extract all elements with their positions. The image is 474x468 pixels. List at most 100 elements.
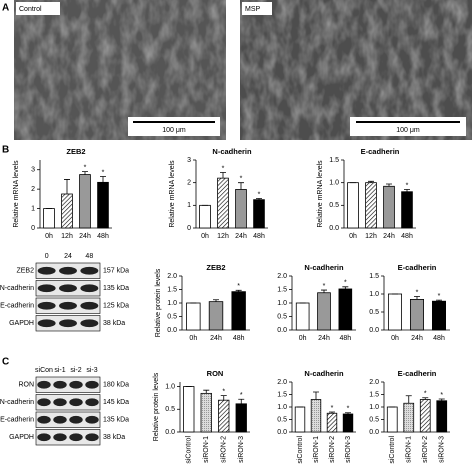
label-box <box>242 2 272 15</box>
blot-band <box>59 301 77 310</box>
blot-size-label: 38 kDa <box>103 434 125 441</box>
micrograph-texture <box>14 0 226 140</box>
significance: * <box>344 280 347 287</box>
y-tick-label: 1.5 <box>369 391 379 398</box>
significance: * <box>222 165 225 172</box>
y-tick-label: 0.0 <box>369 327 379 334</box>
blot-band <box>69 380 83 389</box>
lane-label: siCon <box>35 367 53 374</box>
blot-band <box>69 433 83 442</box>
significance: * <box>222 388 225 395</box>
blot-band <box>85 415 99 424</box>
error-bar <box>220 395 227 401</box>
x-tick-label: 24h <box>318 335 330 342</box>
y-tick-label: 1.0 <box>167 300 177 307</box>
bar <box>436 400 448 433</box>
bar <box>61 193 73 229</box>
bar <box>347 182 359 229</box>
y-tick-label: 0.0 <box>277 429 287 436</box>
y-tick-label: 3 <box>187 157 191 164</box>
y-tick-label: 2.0 <box>167 273 177 280</box>
blot-size-label: 145 kDa <box>103 399 129 406</box>
x-tick-label: 48h <box>433 335 445 342</box>
y-tick-label: 1.5 <box>329 157 339 164</box>
blot-size-label: 157 kDa <box>103 268 129 275</box>
x-tick-label: 0h <box>45 233 53 240</box>
blot-size-label: 38 kDa <box>103 320 125 327</box>
y-tick-label: 1.0 <box>165 383 175 390</box>
x-tick-label: 24h <box>210 335 222 342</box>
blot-row-label: GAPDH <box>9 434 34 441</box>
error-bar <box>329 411 335 414</box>
image-label: Control <box>19 6 42 13</box>
chart-title: E-cadherin <box>398 369 437 378</box>
x-tick-label: 48h <box>233 335 245 342</box>
x-tick-label: siRON-2 <box>221 436 228 463</box>
panel-letter: A <box>2 3 9 14</box>
blot-band <box>59 284 77 293</box>
blot-row-label: E-cadherin <box>0 417 34 424</box>
y-tick-label: 2 <box>31 186 35 193</box>
blot-band <box>69 398 83 407</box>
x-tick-label: 12h <box>365 233 377 240</box>
bar <box>183 386 195 433</box>
blot-band <box>37 301 56 310</box>
chart-title: E-cadherin <box>398 263 437 272</box>
blot-band <box>37 319 56 328</box>
blot-band <box>53 433 67 442</box>
micrograph-texture <box>240 0 472 140</box>
significance: * <box>440 392 443 399</box>
blot-band <box>85 398 99 407</box>
bar <box>409 298 424 331</box>
error-bar <box>438 398 445 401</box>
bar <box>317 292 331 331</box>
blot-strip <box>35 376 101 393</box>
bar <box>43 208 55 229</box>
bar <box>338 288 353 331</box>
scale-label: 100 μm <box>396 127 420 134</box>
significance: * <box>331 405 334 412</box>
error-bar <box>414 296 420 300</box>
blot-size-label: 125 kDa <box>103 303 129 310</box>
lane-label: 48 <box>85 253 93 260</box>
y-axis-label: Relative mRNA levels <box>169 160 176 228</box>
significance: * <box>424 391 427 398</box>
chart-title: RON <box>207 369 224 378</box>
error-bar <box>256 198 262 200</box>
y-tick-label: 0.5 <box>369 309 379 316</box>
error-bar <box>321 289 327 293</box>
error-bar <box>342 286 349 289</box>
x-tick-label: siRON-2 <box>422 436 429 463</box>
chart-title: N-cadherin <box>304 263 344 272</box>
bar <box>97 181 109 229</box>
x-tick-label: siRON-2 <box>329 436 336 463</box>
error-bar <box>422 397 429 400</box>
bar <box>253 199 265 229</box>
blot-band <box>37 284 56 293</box>
lane-label: si-2 <box>70 367 81 374</box>
bar <box>419 399 431 433</box>
error-bar <box>238 398 245 404</box>
blot-band <box>59 266 77 275</box>
blot-row-label: E-cadherin <box>0 303 34 310</box>
bar <box>294 406 306 433</box>
x-tick-label: 24h <box>411 335 423 342</box>
significance: * <box>84 165 87 172</box>
scale-label: 100 μm <box>162 127 186 134</box>
error-bar <box>64 179 70 194</box>
error-bar <box>386 183 392 187</box>
bar <box>401 191 413 229</box>
blot-band <box>69 415 83 424</box>
blot-strip <box>35 411 101 428</box>
x-tick-label: 48h <box>97 233 109 240</box>
y-tick-label: 1.0 <box>369 404 379 411</box>
y-axis-label: Relative mRNA levels <box>317 160 324 228</box>
x-tick-label: 0h <box>299 335 307 342</box>
x-tick-label: siRON-1 <box>406 436 413 463</box>
panel-letter: C <box>2 357 9 368</box>
blot-band <box>53 398 67 407</box>
blot-band <box>37 266 56 275</box>
bar <box>326 412 338 433</box>
bar <box>186 302 201 331</box>
